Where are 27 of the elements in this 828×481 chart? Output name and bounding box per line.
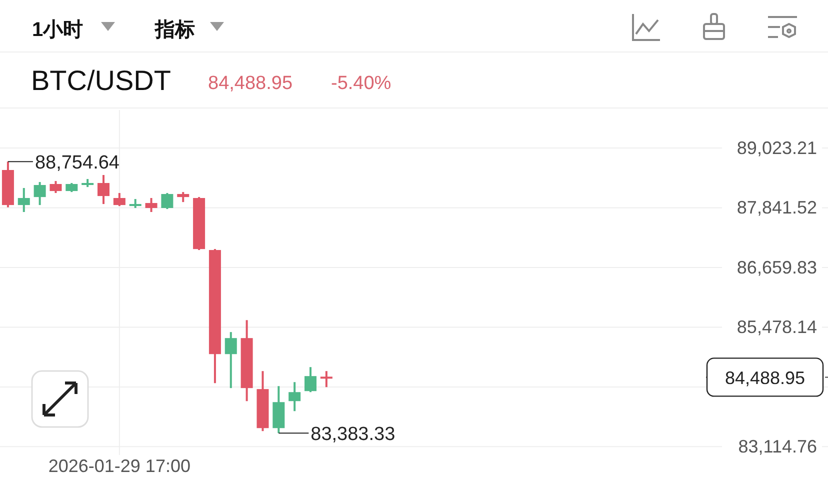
- candlestick: [50, 180, 62, 194]
- y-tick-label: 87,841.52: [736, 198, 817, 218]
- y-tick-label: 83,114.76: [738, 436, 817, 457]
- text: -5.40%: [331, 73, 392, 94]
- candlestick: [288, 381, 301, 412]
- candlestick: [145, 197, 158, 214]
- y-tick-label: 85,478.14: [736, 317, 817, 338]
- x-tick-label: 2026-01-29 17:00: [48, 456, 190, 476]
- chart-subtitle: 84,488.95: [208, 73, 293, 94]
- candlestick: [66, 182, 78, 194]
- text: 指标: [154, 19, 195, 41]
- candlestick: [304, 366, 316, 394]
- candlestick: [161, 192, 174, 210]
- annotation: 88,754.64: [34, 152, 120, 174]
- candlestick: [177, 191, 190, 204]
- y-tick-label: 89,023.21: [736, 138, 817, 158]
- candlestick: [113, 192, 126, 208]
- candlestick: [18, 187, 30, 214]
- ref-line-label: 84,488.95: [724, 368, 806, 388]
- candlestick: [98, 174, 110, 206]
- chart-title: BTC/USDT: [31, 65, 171, 96]
- candlestick: [34, 181, 46, 206]
- text: 1小时: [32, 19, 84, 41]
- annotation: 83,383.33: [310, 424, 396, 446]
- y-tick-label: 86,659.83: [736, 257, 817, 278]
- candlestick: [320, 370, 332, 388]
- candlestick: [224, 331, 237, 390]
